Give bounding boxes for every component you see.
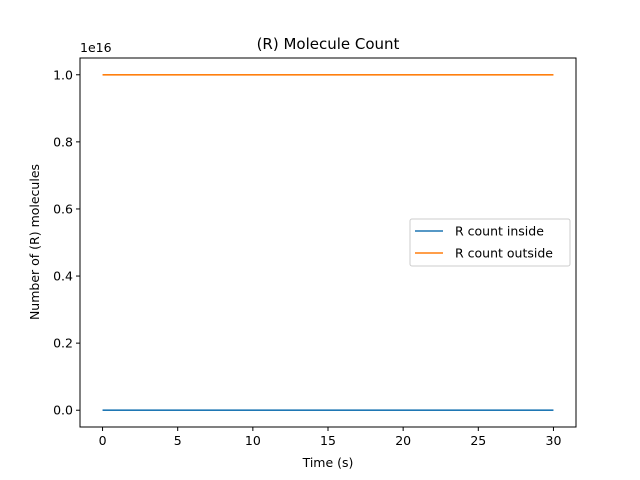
x-tick-label: 5 <box>174 433 182 448</box>
plot-frame <box>79 57 577 428</box>
y-axis-label: Number of (R) molecules <box>27 164 42 320</box>
chart-title: (R) Molecule Count <box>257 35 400 53</box>
y-tick-label: 0.8 <box>53 134 73 149</box>
x-tick-label: 20 <box>395 433 411 448</box>
legend-box <box>409 218 571 267</box>
y-tick-label: 1.0 <box>53 67 73 82</box>
x-tick-label: 25 <box>470 433 486 448</box>
y-offset-label: 1e16 <box>80 40 112 55</box>
x-tick-label: 0 <box>99 433 107 448</box>
legend-entry: R count outside <box>455 246 553 261</box>
y-tick-label: 0.4 <box>53 269 73 284</box>
x-tick-label: 30 <box>546 433 562 448</box>
legend-entry: R count inside <box>455 224 544 239</box>
y-tick-label: 0.0 <box>53 403 73 418</box>
y-tick-label: 0.2 <box>53 336 73 351</box>
axis-ticks: 0 5 10 15 20 25 30 0.0 0.2 0.4 0.6 0.8 1.0 <box>53 67 561 448</box>
series-lines <box>102 73 554 412</box>
legend: R count inside R count outside <box>409 218 571 267</box>
x-tick-label: 15 <box>320 433 336 448</box>
y-tick-label: 0.6 <box>53 201 73 216</box>
x-axis-label: Time (s) <box>302 455 354 470</box>
x-tick-label: 10 <box>245 433 261 448</box>
